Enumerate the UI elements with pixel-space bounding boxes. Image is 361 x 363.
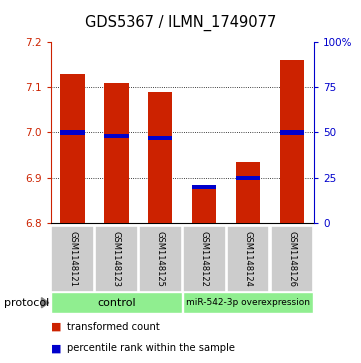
Bar — [148, 92, 173, 223]
Text: GSM1148125: GSM1148125 — [156, 231, 165, 286]
Bar — [192, 185, 216, 189]
Bar — [183, 292, 313, 313]
Text: GSM1148123: GSM1148123 — [112, 231, 121, 287]
Bar — [271, 226, 313, 291]
Polygon shape — [42, 298, 49, 308]
Text: transformed count: transformed count — [67, 322, 160, 332]
Text: GSM1148126: GSM1148126 — [288, 231, 297, 287]
Bar — [192, 189, 216, 223]
Text: GSM1148121: GSM1148121 — [68, 231, 77, 286]
Bar — [236, 162, 260, 223]
Bar — [280, 60, 304, 223]
Bar — [60, 73, 84, 223]
Text: percentile rank within the sample: percentile rank within the sample — [67, 343, 235, 354]
Bar — [104, 134, 129, 138]
Bar — [183, 226, 226, 291]
Bar — [51, 226, 94, 291]
Bar — [104, 82, 129, 223]
Text: ■: ■ — [51, 322, 61, 332]
Text: GSM1148124: GSM1148124 — [244, 231, 253, 286]
Text: GDS5367 / ILMN_1749077: GDS5367 / ILMN_1749077 — [85, 15, 276, 31]
Bar — [227, 226, 270, 291]
Bar — [148, 136, 173, 140]
Bar — [236, 176, 260, 180]
Text: GSM1148122: GSM1148122 — [200, 231, 209, 286]
Text: control: control — [97, 298, 136, 308]
Bar — [95, 226, 138, 291]
Text: protocol: protocol — [4, 298, 49, 308]
Bar — [280, 130, 304, 135]
Text: ■: ■ — [51, 343, 61, 354]
Text: miR-542-3p overexpression: miR-542-3p overexpression — [186, 298, 310, 307]
Bar — [60, 130, 84, 135]
Bar — [51, 292, 182, 313]
Bar — [139, 226, 182, 291]
